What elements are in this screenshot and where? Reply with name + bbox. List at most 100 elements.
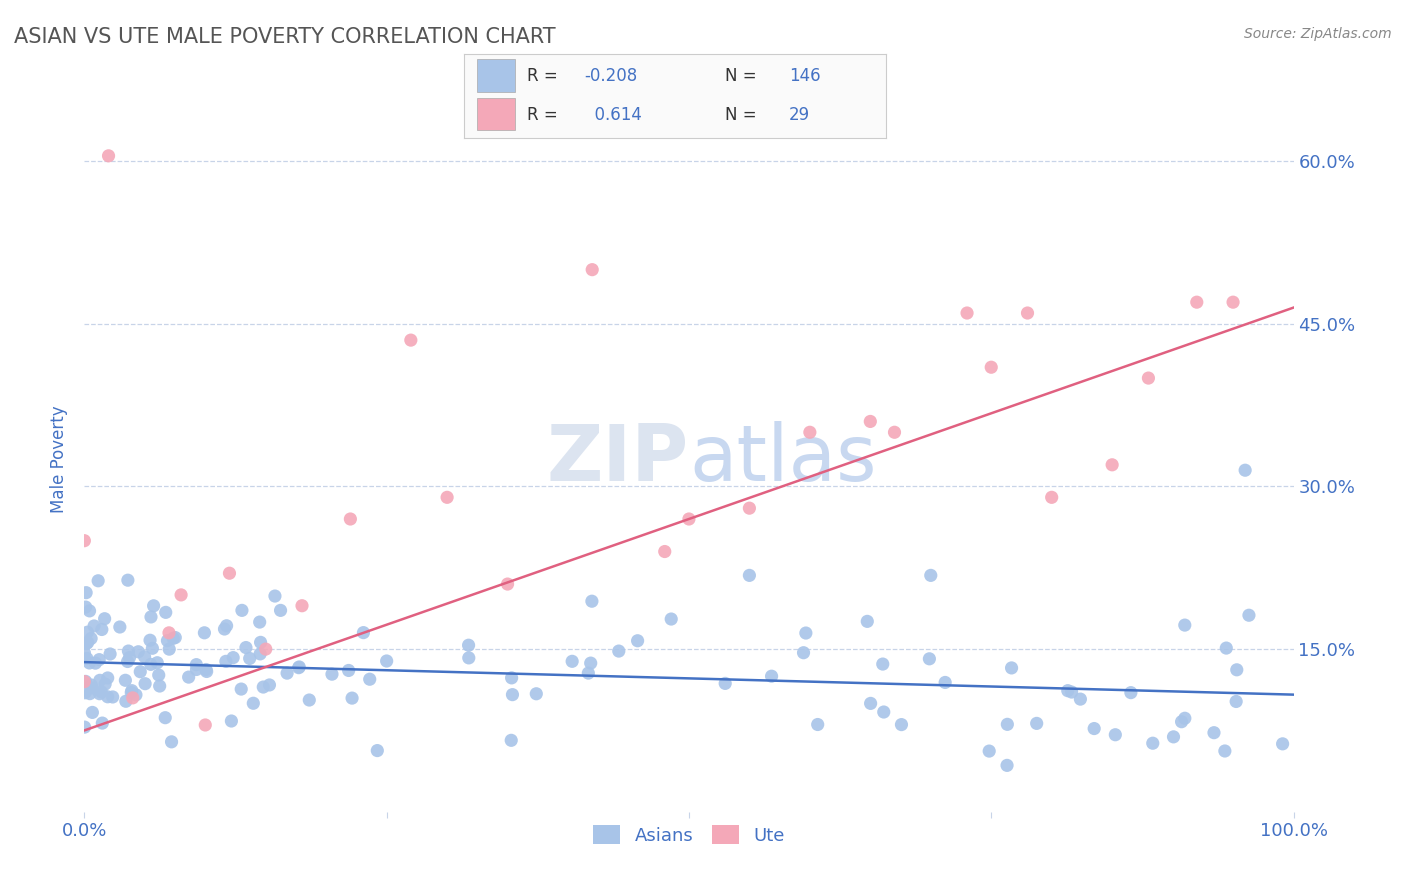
Point xyxy=(738,568,761,582)
Point xyxy=(79,656,101,670)
Point xyxy=(375,654,398,668)
Point xyxy=(1069,692,1091,706)
Point xyxy=(83,619,105,633)
Point xyxy=(89,673,111,688)
Point xyxy=(1142,736,1164,750)
Point xyxy=(235,640,257,655)
Point xyxy=(501,671,523,685)
Point xyxy=(239,651,262,665)
Point xyxy=(794,626,817,640)
Point xyxy=(76,651,98,665)
Point xyxy=(872,657,894,671)
Point xyxy=(339,512,361,526)
Point xyxy=(222,650,245,665)
Point xyxy=(165,631,187,645)
Point xyxy=(141,641,163,656)
Point xyxy=(659,612,682,626)
Point xyxy=(101,690,124,704)
Point xyxy=(714,676,737,690)
Point xyxy=(1215,641,1237,656)
Text: 146: 146 xyxy=(789,67,820,85)
Point xyxy=(157,625,180,640)
Point xyxy=(626,633,648,648)
Point xyxy=(1222,295,1244,310)
Point xyxy=(259,678,281,692)
Point xyxy=(149,679,172,693)
Point xyxy=(856,615,879,629)
Point xyxy=(97,671,120,685)
Text: N =: N = xyxy=(725,105,762,123)
Point xyxy=(76,625,98,640)
Point xyxy=(799,425,821,440)
Point xyxy=(298,693,321,707)
Point xyxy=(1234,463,1257,477)
Point xyxy=(84,656,107,670)
Point xyxy=(1213,744,1236,758)
Point xyxy=(1185,295,1208,310)
Point xyxy=(501,688,523,702)
Point xyxy=(1163,730,1185,744)
Point xyxy=(117,573,139,587)
Point xyxy=(114,673,136,688)
Point xyxy=(1000,661,1022,675)
Point xyxy=(581,262,603,277)
Point xyxy=(156,633,179,648)
Point xyxy=(436,491,458,505)
Point xyxy=(321,667,343,681)
Point xyxy=(524,687,547,701)
Point xyxy=(160,735,183,749)
Point xyxy=(761,669,783,683)
Point xyxy=(496,577,519,591)
Point xyxy=(252,680,274,694)
Point xyxy=(73,646,96,660)
Point xyxy=(186,657,208,672)
Point xyxy=(366,743,388,757)
Text: ZIP: ZIP xyxy=(547,421,689,498)
Text: 29: 29 xyxy=(789,105,810,123)
Point xyxy=(170,588,193,602)
Point xyxy=(129,665,152,679)
Text: N =: N = xyxy=(725,67,762,85)
Point xyxy=(73,686,96,700)
Point xyxy=(1137,371,1160,385)
Point xyxy=(1226,663,1249,677)
Point xyxy=(1083,722,1105,736)
Point xyxy=(934,675,956,690)
Point xyxy=(82,706,104,720)
Point xyxy=(97,690,120,704)
Text: 0.614: 0.614 xyxy=(585,105,643,123)
Point xyxy=(1040,491,1063,505)
Point xyxy=(121,683,143,698)
Point xyxy=(90,623,112,637)
Point xyxy=(91,716,114,731)
Point xyxy=(1271,737,1294,751)
Point xyxy=(146,656,169,670)
Point xyxy=(79,687,101,701)
Bar xyxy=(477,60,515,92)
Point xyxy=(287,661,309,675)
Point xyxy=(242,696,264,710)
Text: ASIAN VS UTE MALE POVERTY CORRELATION CHART: ASIAN VS UTE MALE POVERTY CORRELATION CH… xyxy=(14,27,555,46)
Point xyxy=(1056,683,1078,698)
Point xyxy=(337,664,360,678)
Point xyxy=(115,694,138,708)
Point xyxy=(139,610,162,624)
Point xyxy=(607,644,630,658)
Point xyxy=(148,668,170,682)
Point xyxy=(97,149,120,163)
Point xyxy=(73,720,96,734)
Point xyxy=(194,718,217,732)
Point xyxy=(883,425,905,440)
Point xyxy=(118,650,141,665)
Point xyxy=(1174,711,1197,725)
Text: -0.208: -0.208 xyxy=(585,67,637,85)
Point xyxy=(98,647,121,661)
Point xyxy=(792,646,814,660)
Point xyxy=(76,636,98,650)
Point xyxy=(80,678,103,692)
Point xyxy=(254,642,277,657)
Point xyxy=(249,647,271,661)
Point xyxy=(215,654,238,668)
Text: Source: ZipAtlas.com: Source: ZipAtlas.com xyxy=(1244,27,1392,41)
Point xyxy=(155,606,177,620)
